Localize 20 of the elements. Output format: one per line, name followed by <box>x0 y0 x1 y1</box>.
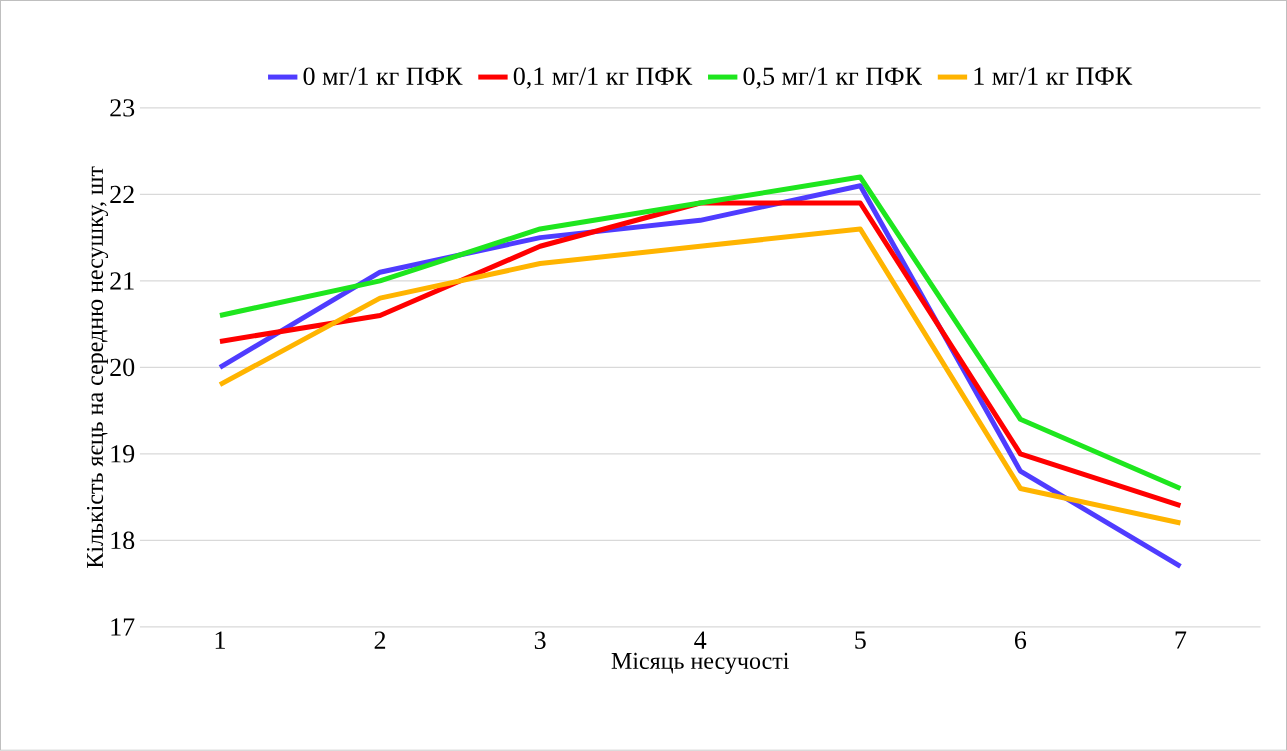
y-tick-label: 17 <box>111 618 135 636</box>
legend-label: 1 мг/1 кг ПФК <box>974 67 1133 86</box>
y-axis-title: Кількість яєць на середню несушку, шт <box>86 166 109 569</box>
y-tick-label: 21 <box>110 272 134 290</box>
legend-label: 0,1 мг/1 кг ПФК <box>513 67 693 89</box>
x-tick-label: 6 <box>1014 631 1027 650</box>
x-axis-title: Місяць несучості <box>611 652 789 675</box>
legend-label: 0 мг/1 кг ПФК <box>303 67 463 86</box>
x-tick-label: 4 <box>694 631 707 649</box>
x-tick-label: 7 <box>1175 631 1187 649</box>
x-tick-label: 2 <box>374 631 386 649</box>
y-tick-label: 22 <box>110 185 134 204</box>
y-tick-label: 23 <box>110 99 135 117</box>
x-tick-label: 3 <box>534 631 546 650</box>
x-tick-label: 1 <box>215 631 225 649</box>
y-tick-label: 18 <box>111 531 135 550</box>
legend-label: 0,5 мг/1 кг ПФК <box>743 67 923 89</box>
y-tick-label: 19 <box>111 445 135 463</box>
y-tick-label: 20 <box>110 358 135 377</box>
x-tick-label: 5 <box>855 631 866 649</box>
